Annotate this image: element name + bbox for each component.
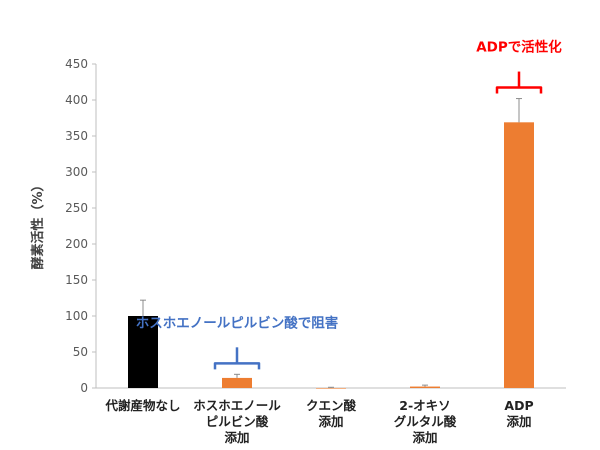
category-label-line: 添加 (224, 430, 249, 445)
category-label-line: 添加 (318, 414, 343, 429)
annotations: ホスホエノールピルビン酸で阻害 ADPで活性化 (136, 39, 562, 370)
category-label-line: ピルビン酸 (206, 414, 269, 429)
category-label-line: 2-オキソ (399, 398, 450, 413)
category-label-1: ホスホエノールピルビン酸添加 (193, 398, 281, 445)
y-tick-label: 100 (65, 309, 88, 323)
category-label-line: グルタル酸 (394, 414, 457, 429)
bracket-1 (495, 86, 543, 94)
category-label-line: 添加 (412, 430, 437, 445)
bars (128, 98, 534, 389)
category-label-4: ADP 添加 (504, 398, 533, 429)
bracket-0 (213, 362, 261, 370)
y-tick-label: 50 (73, 345, 88, 359)
bar-3 (410, 386, 440, 388)
y-tick-label: 250 (65, 201, 88, 215)
y-axis: 0 50 100 150 200 250 300 350 400 450 (65, 57, 566, 395)
y-tick-label: 400 (65, 93, 88, 107)
annotation-0: ホスホエノールピルビン酸で阻害 (136, 314, 339, 331)
bar-4 (504, 122, 534, 388)
x-axis-labels: 代謝産物なし ホスホエノールピルビン酸添加クエン酸添加2-オキソグルタル酸添加AD… (104, 398, 533, 445)
bar-0 (128, 316, 158, 388)
bar-1 (222, 377, 252, 388)
y-tick-label: 200 (65, 237, 88, 251)
category-label-line: 代謝産物なし (104, 398, 180, 413)
category-label-line: ホスホエノール (193, 398, 281, 413)
category-label-3: 2-オキソグルタル酸添加 (394, 398, 457, 445)
y-tick-label: 350 (65, 129, 88, 143)
y-tick-label: 0 (80, 381, 88, 395)
category-label-line: ADP (504, 398, 533, 413)
category-label-line: 添加 (506, 414, 531, 429)
y-tick-label: 300 (65, 165, 88, 179)
y-axis-label: 酵素活性（%） (30, 178, 46, 269)
category-label-2: クエン酸添加 (306, 398, 357, 429)
category-label-line: クエン酸 (306, 398, 357, 413)
y-tick-label: 450 (65, 57, 88, 71)
category-label-0: 代謝産物なし (104, 398, 180, 413)
bar-2 (316, 388, 346, 389)
annotation-1: ADPで活性化 (476, 39, 562, 56)
y-tick-label: 150 (65, 273, 88, 287)
